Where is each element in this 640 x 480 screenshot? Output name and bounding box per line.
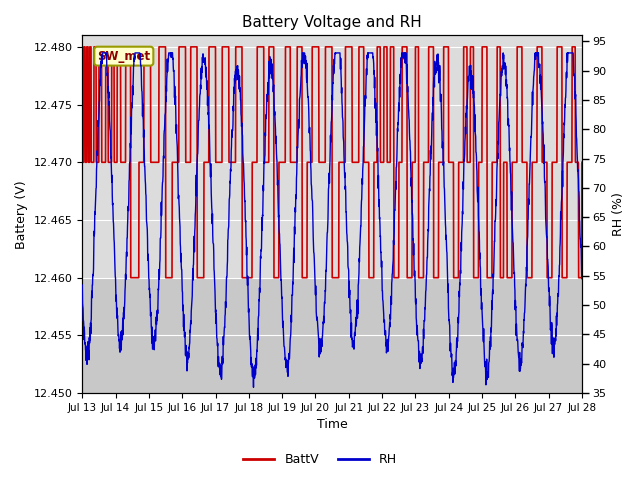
Text: SW_met: SW_met	[97, 49, 150, 63]
Legend: BattV, RH: BattV, RH	[238, 448, 402, 471]
Y-axis label: Battery (V): Battery (V)	[15, 180, 28, 249]
Bar	[83, 278, 582, 393]
Title: Battery Voltage and RH: Battery Voltage and RH	[242, 15, 422, 30]
Y-axis label: RH (%): RH (%)	[612, 192, 625, 236]
X-axis label: Time: Time	[317, 419, 348, 432]
